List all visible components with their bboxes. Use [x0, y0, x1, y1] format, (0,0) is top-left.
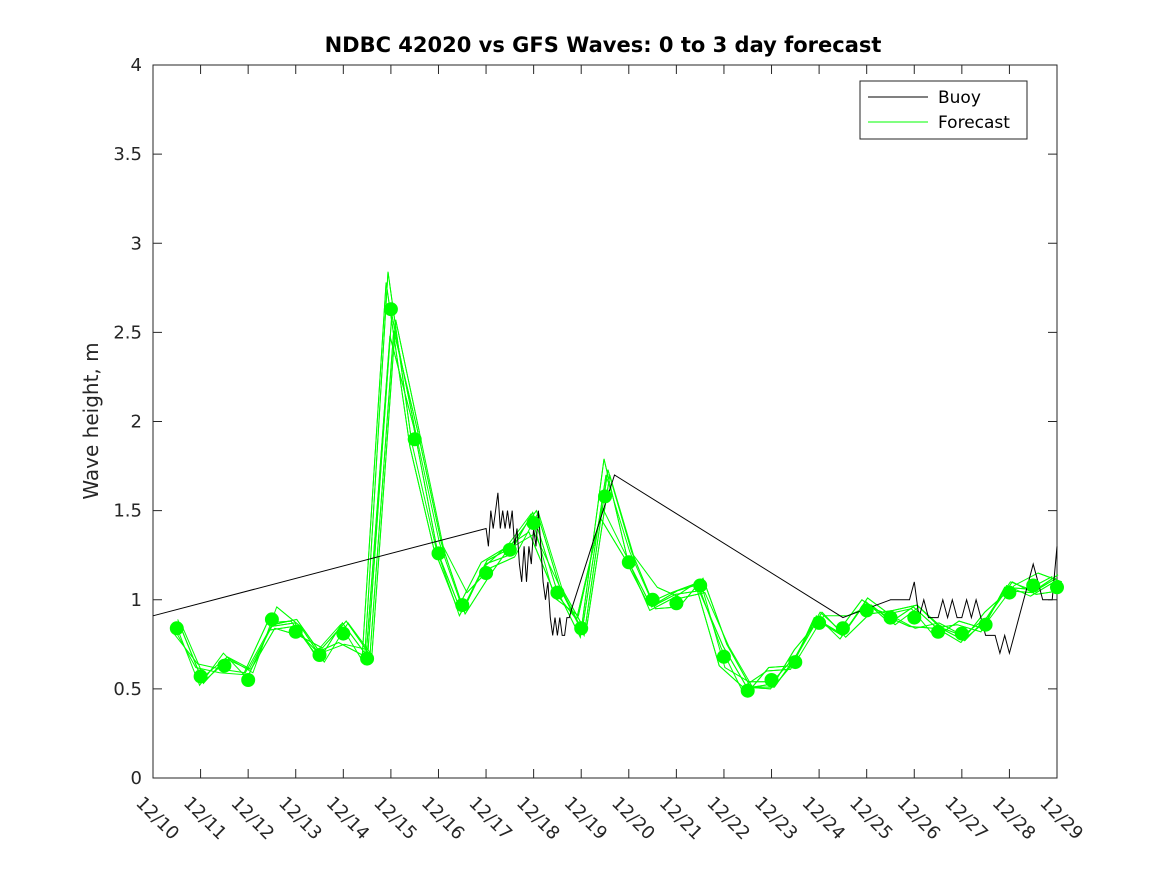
- forecast-point: [621, 555, 636, 570]
- forecast-point: [716, 649, 731, 664]
- forecast-point: [740, 683, 755, 698]
- forecast-point: [788, 655, 803, 670]
- plot-area: [152, 64, 1058, 779]
- forecast-point: [1002, 585, 1017, 600]
- forecast-point: [217, 658, 232, 673]
- forecast-point: [336, 626, 351, 641]
- forecast-point: [859, 603, 874, 618]
- forecast-point: [479, 566, 494, 580]
- y-axis-label: Wave height, m: [79, 342, 103, 499]
- forecast-point: [1026, 578, 1041, 593]
- forecast-point: [954, 626, 969, 641]
- forecast-point: [360, 651, 375, 666]
- forecast-point: [455, 598, 470, 613]
- forecast-point: [645, 592, 660, 607]
- forecast-point: [169, 621, 184, 636]
- forecast-point: [669, 596, 684, 611]
- forecast-point: [598, 489, 612, 504]
- forecast-point: [883, 610, 898, 625]
- forecast-point: [407, 432, 422, 447]
- forecast-point: [764, 673, 779, 687]
- buoy-series-line: [152, 474, 1058, 656]
- forecast-point: [574, 621, 589, 636]
- y-tick-label: 1: [131, 590, 142, 611]
- forecast-point: [193, 669, 208, 684]
- y-tick-label: 1.5: [113, 501, 142, 522]
- forecast-point: [907, 610, 922, 625]
- forecast-point: [502, 542, 517, 557]
- forecast-point: [312, 648, 327, 662]
- forecast-point: [241, 673, 256, 687]
- forecast-point: [383, 302, 398, 317]
- plot-marks: [152, 271, 1064, 698]
- forecast-point: [288, 624, 303, 639]
- y-tick-label: 0: [131, 768, 142, 789]
- forecast-point: [835, 621, 850, 636]
- legend-buoy-label: Buoy: [938, 88, 981, 108]
- y-tick-label: 4: [131, 55, 142, 76]
- forecast-point: [431, 546, 446, 561]
- legend-box: [859, 80, 1028, 140]
- legend: Buoy Forecast: [859, 80, 1028, 140]
- y-tick-label: 2: [131, 412, 142, 433]
- forecast-point: [526, 516, 541, 531]
- forecast-point: [931, 624, 946, 639]
- chart-title: NDBC 42020 vs GFS Waves: 0 to 3 day fore…: [325, 33, 882, 57]
- forecast-point: [812, 615, 827, 630]
- y-tick-label: 3.5: [113, 144, 142, 165]
- forecast-point: [264, 612, 279, 627]
- legend-forecast-label: Forecast: [938, 113, 1010, 133]
- y-tick-label: 2.5: [113, 322, 142, 343]
- y-tick-label: 3: [131, 233, 142, 254]
- y-tick-label: 0.5: [113, 679, 142, 700]
- y-axis: 0 0.5 1 1.5 2 2.5 3 3.5 4: [113, 55, 1057, 789]
- forecast-point: [1050, 580, 1064, 595]
- forecast-point: [693, 578, 708, 593]
- forecast-point: [550, 585, 565, 600]
- forecast-point: [978, 617, 993, 632]
